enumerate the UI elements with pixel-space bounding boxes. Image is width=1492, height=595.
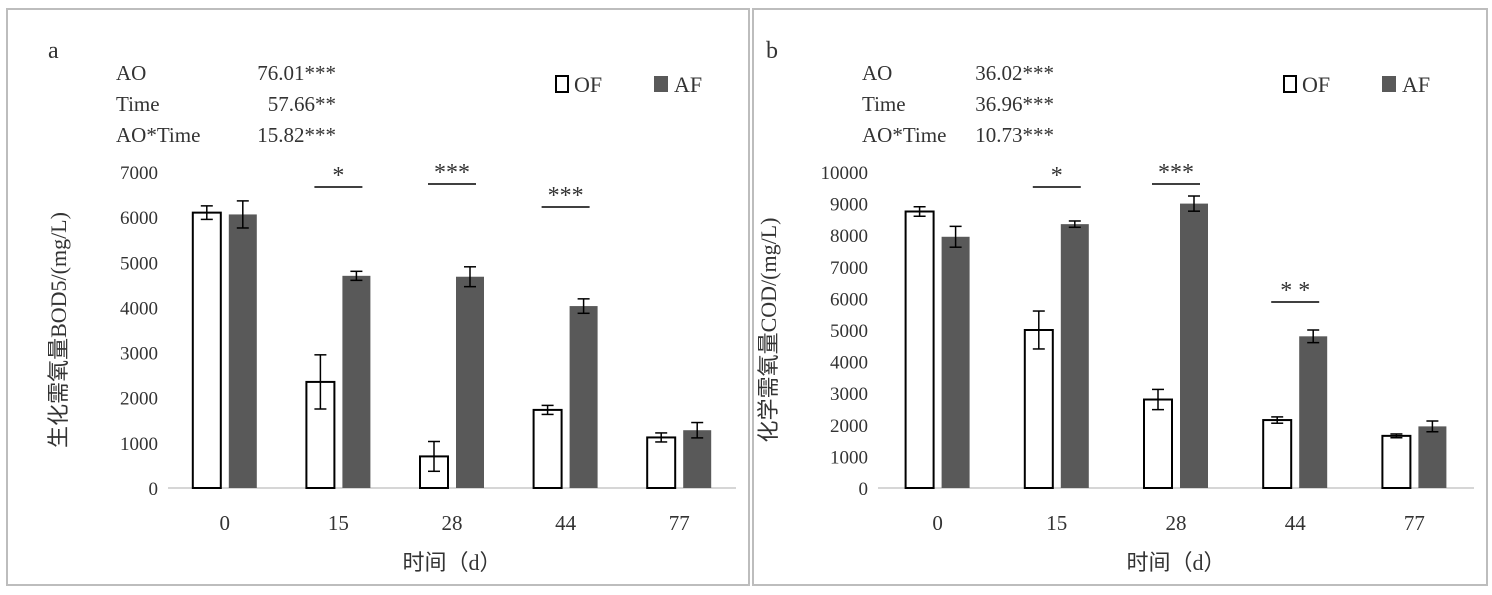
legend-label-af: AF [674,72,702,97]
stats-term: Time [862,92,906,116]
stats-value: 57.66** [268,92,336,116]
bar-af [1299,336,1328,488]
x-tick-label: 44 [555,511,577,535]
y-tick-label: 10000 [821,163,869,184]
bar-of [1381,434,1412,489]
y-tick-label: 6000 [120,208,158,229]
x-axis-label: 时间（d） [402,550,501,575]
x-tick-label: 0 [220,511,231,535]
x-tick-label: 15 [328,511,349,535]
legend-swatch-of [1283,75,1297,93]
y-tick-label: 4000 [120,298,158,319]
bar-af [569,306,598,488]
bar-of [1262,419,1293,489]
chart-panel-b: b AO 36.02*** Time 36.96*** AO*Time 10.73*** OF… [752,8,1488,586]
panel-label: a [48,38,59,64]
y-axis-label: 化学需氧量COD/(mg/L) [756,218,781,443]
bar-of [191,211,222,489]
legend-swatch-of [555,75,569,93]
significance-mark: *** [1158,160,1194,186]
bar-of [532,408,563,490]
stats-term: Time [116,92,160,116]
bar-af [456,276,484,488]
y-tick-label: 4000 [830,353,868,374]
bar-of [1143,398,1173,489]
cod-chart: b AO 36.02*** Time 36.96*** AO*Time 10.73*** OF… [756,38,1474,575]
bar-af [683,430,712,488]
x-tick-label: 44 [1285,511,1307,535]
stats-value: 76.01*** [257,61,336,85]
y-tick-label: 7000 [120,163,158,184]
stats-value: 36.96*** [975,92,1054,116]
significance-mark: *** [434,160,470,186]
x-tick-label: 28 [442,511,463,535]
chart-panel-a: a AO 76.01*** Time 57.66** AO*Time 15.82*** OF A… [6,8,750,586]
y-tick-label: 9000 [830,195,868,216]
y-axis-label: 生化需氧量BOD5/(mg/L) [46,212,71,448]
legend-label-af: AF [1402,72,1430,97]
y-tick-label: 6000 [830,289,868,310]
x-tick-label: 0 [932,511,943,535]
y-tick-label: 5000 [120,253,158,274]
y-tick-label: 3000 [120,344,158,365]
legend-label-of: OF [1302,72,1330,97]
x-tick-label: 28 [1166,511,1187,535]
bar-af [941,236,970,488]
stats-value: 15.82*** [257,123,336,147]
y-tick-label: 2000 [830,416,868,437]
y-tick-label: 2000 [120,389,158,410]
stats-term: AO [116,61,146,85]
legend-label-of: OF [574,72,602,97]
legend-swatch-af [1382,76,1396,92]
stats-term: AO [862,61,892,85]
bar-af [1060,224,1089,488]
x-axis-label: 时间（d） [1126,550,1225,575]
x-tick-label: 77 [669,511,690,535]
stats-term: AO*Time [116,123,200,147]
bar-af [1418,426,1447,488]
significance-mark: * * [1280,278,1310,304]
x-tick-label: 15 [1046,511,1067,535]
bod5-chart: a AO 76.01*** Time 57.66** AO*Time 15.82*** OF A… [46,38,736,575]
stats-value: 10.73*** [975,123,1054,147]
bar-af [1180,203,1208,488]
y-tick-label: 1000 [830,447,868,468]
bar-of [904,210,935,489]
y-tick-label: 8000 [830,226,868,247]
x-tick-label: 77 [1404,511,1425,535]
stats-term: AO*Time [862,123,946,147]
y-tick-label: 1000 [120,434,158,455]
bar-af [342,275,371,488]
bar-of [1023,329,1054,489]
y-tick-label: 0 [149,479,159,500]
significance-mark: * [1051,163,1063,189]
stats-value: 36.02*** [975,61,1054,85]
y-tick-label: 5000 [830,321,868,342]
legend-swatch-af [654,76,668,92]
significance-mark: *** [548,183,584,209]
significance-mark: * [332,163,344,189]
y-tick-label: 0 [859,479,869,500]
bar-of [646,436,677,490]
bar-af [228,214,257,489]
panel-label: b [766,38,778,64]
y-tick-label: 7000 [830,258,868,279]
y-tick-label: 3000 [830,384,868,405]
